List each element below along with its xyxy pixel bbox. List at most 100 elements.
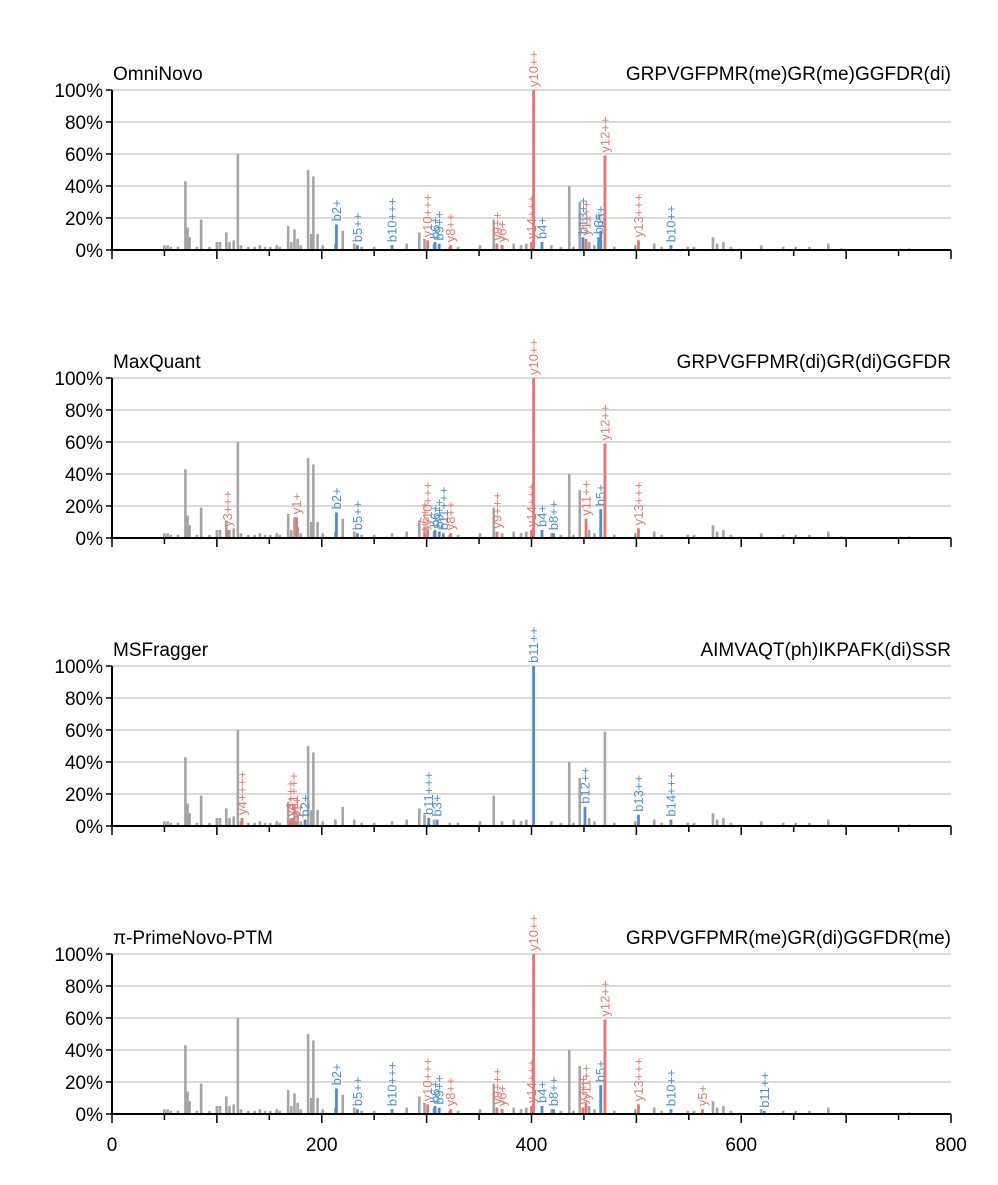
unmatched-peak bbox=[269, 822, 272, 826]
y-ion-peak bbox=[530, 530, 533, 538]
b-ion-label: b4+ bbox=[534, 1081, 549, 1103]
unmatched-peak bbox=[432, 819, 436, 826]
y-ion-label: y10++ bbox=[526, 339, 541, 375]
unmatched-peak bbox=[578, 1066, 582, 1114]
unmatched-peak bbox=[186, 1091, 189, 1114]
unmatched-peak bbox=[309, 522, 313, 538]
y-ion-peak bbox=[449, 245, 453, 250]
unmatched-peak bbox=[492, 795, 496, 826]
unmatched-peak bbox=[321, 821, 325, 826]
b-ion-peak bbox=[637, 814, 640, 826]
unmatched-peak bbox=[299, 821, 303, 826]
y-tick-label: 0% bbox=[76, 241, 104, 262]
peptide-sequence: GRPVGFPMR(di)GR(di)GGFDR bbox=[677, 352, 951, 373]
unmatched-peak bbox=[423, 814, 426, 826]
b-ion-peak bbox=[427, 818, 431, 826]
unmatched-peak bbox=[166, 245, 169, 250]
unmatched-peak bbox=[478, 1109, 482, 1114]
unmatched-peak bbox=[519, 1109, 523, 1114]
y-ion-peak bbox=[532, 378, 535, 538]
unmatched-peak bbox=[309, 810, 313, 826]
unmatched-peak bbox=[559, 534, 563, 538]
y-ion-label: y10+++ bbox=[420, 1058, 435, 1102]
unmatched-peak bbox=[199, 795, 203, 826]
y-tick-label: 0% bbox=[76, 1105, 104, 1126]
y-ion-peak bbox=[292, 818, 295, 826]
unmatched-peak bbox=[759, 821, 763, 826]
unmatched-peak bbox=[423, 238, 426, 250]
unmatched-peak bbox=[296, 238, 299, 250]
unmatched-peak bbox=[781, 534, 785, 538]
unmatched-peak bbox=[228, 242, 231, 250]
unmatched-peak bbox=[188, 1101, 191, 1114]
unmatched-peak bbox=[290, 242, 293, 250]
unmatched-peak bbox=[686, 1110, 690, 1114]
unmatched-peak bbox=[239, 245, 243, 250]
unmatched-peak bbox=[278, 822, 282, 826]
unmatched-peak bbox=[593, 533, 596, 538]
unmatched-peak bbox=[166, 1109, 169, 1114]
unmatched-peak bbox=[278, 246, 282, 250]
y-ion-label: y14+++ bbox=[524, 483, 539, 527]
unmatched-peak bbox=[286, 1090, 290, 1114]
b-ion-label: b5++ bbox=[350, 213, 365, 243]
unmatched-peak bbox=[321, 533, 325, 538]
unmatched-peak bbox=[559, 246, 563, 250]
unmatched-peak bbox=[423, 526, 426, 538]
y-ion-label: y10++ bbox=[526, 51, 541, 87]
y-ion-label: y13+++ bbox=[631, 194, 646, 238]
x-tick-label: 200 bbox=[306, 1135, 338, 1156]
b-ion-peak bbox=[669, 245, 673, 250]
y-tick-label: 60% bbox=[65, 721, 103, 742]
unmatched-peak bbox=[759, 533, 763, 538]
unmatched-peak bbox=[306, 458, 310, 538]
b-ion-label: b14+++ bbox=[663, 772, 678, 816]
unmatched-peak bbox=[299, 1109, 303, 1114]
unmatched-peak bbox=[321, 1109, 325, 1114]
unmatched-peak bbox=[195, 534, 199, 538]
unmatched-peak bbox=[603, 731, 607, 826]
unmatched-peak bbox=[660, 246, 663, 250]
unmatched-peak bbox=[692, 534, 696, 538]
unmatched-peak bbox=[826, 1107, 830, 1114]
unmatched-peak bbox=[524, 243, 528, 250]
unmatched-peak bbox=[550, 245, 553, 250]
b-ion-label: b6+ bbox=[428, 217, 443, 239]
b-ion-peak bbox=[437, 243, 441, 250]
y-ion-label: y8++ bbox=[443, 213, 458, 242]
unmatched-peak bbox=[781, 1110, 785, 1114]
unmatched-peak bbox=[278, 534, 282, 538]
b-ion-label: b4+ bbox=[534, 217, 549, 239]
unmatched-peak bbox=[263, 822, 267, 826]
y-ion-peak bbox=[637, 240, 640, 250]
y-ion-label: y9++ bbox=[489, 212, 504, 241]
panel-name: MaxQuant bbox=[113, 352, 201, 373]
y-tick-label: 100% bbox=[54, 945, 103, 966]
b-ion-label: b3+ bbox=[430, 795, 445, 817]
unmatched-peak bbox=[692, 822, 696, 826]
unmatched-peak bbox=[169, 246, 173, 250]
unmatched-peak bbox=[184, 181, 187, 250]
y-ion-label: y3+++ bbox=[220, 490, 235, 527]
unmatched-peak bbox=[239, 1109, 243, 1114]
y-tick-label: 60% bbox=[65, 433, 103, 454]
y-ion-peak bbox=[295, 517, 298, 538]
unmatched-peak bbox=[184, 1045, 187, 1114]
unmatched-peak bbox=[232, 528, 235, 538]
b-ion-peak bbox=[335, 224, 338, 250]
unmatched-peak bbox=[729, 534, 733, 538]
unmatched-peak bbox=[208, 534, 211, 538]
b-ion-peak bbox=[532, 666, 535, 826]
b-ion-peak bbox=[356, 533, 359, 538]
y-ion-peak bbox=[426, 240, 430, 250]
unmatched-peak bbox=[176, 822, 180, 826]
spectrum-panel: 0% 20% 40% 60% 80% 100% b2+ b5++ b10+++ y10+++b6+… bbox=[54, 915, 952, 1126]
b-ion-label: b9++ bbox=[432, 499, 447, 529]
b-ion-label: b10+++ bbox=[385, 1062, 400, 1106]
unmatched-peak bbox=[587, 530, 591, 538]
unmatched-peak bbox=[372, 1110, 376, 1114]
y-tick-label: 100% bbox=[54, 657, 103, 678]
unmatched-peak bbox=[306, 1034, 310, 1114]
unmatched-peak bbox=[195, 822, 199, 826]
x-tick-label: 600 bbox=[725, 1135, 757, 1156]
